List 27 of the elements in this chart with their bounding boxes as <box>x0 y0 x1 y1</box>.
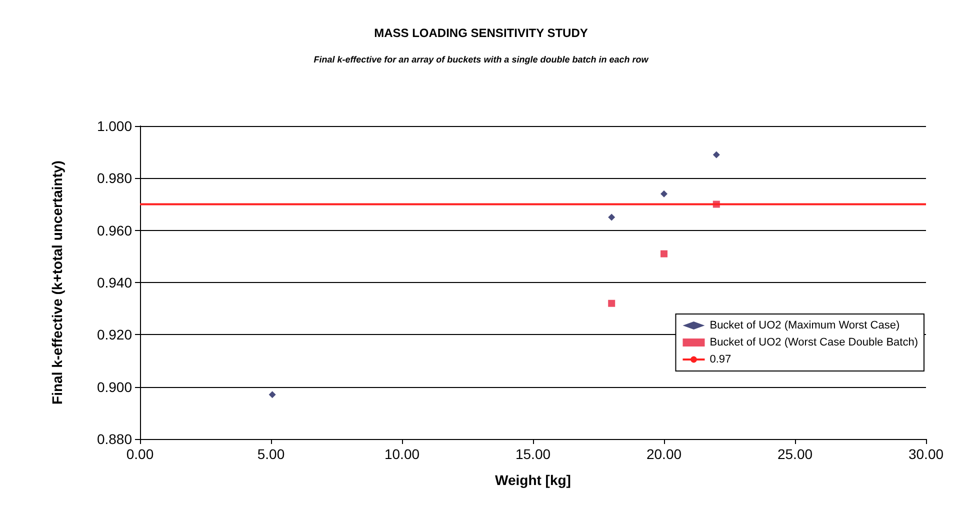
legend-label: Bucket of UO2 (Worst Case Double Batch) <box>710 336 918 348</box>
point <box>608 300 616 307</box>
y-tick-label: 0.920 <box>96 326 132 343</box>
x-axis-title: Weight [kg] <box>495 472 571 488</box>
y-tick-label: 0.980 <box>96 170 132 186</box>
legend-label: 0.97 <box>710 354 732 366</box>
y-tick-label: 0.940 <box>96 274 132 290</box>
x-tick-label: 10.00 <box>384 446 420 462</box>
y-tick-label: 1.000 <box>96 118 132 134</box>
y-axis-title: Final k-effective (k+total uncertainty) <box>49 160 65 404</box>
y-tick-label: 0.960 <box>96 222 132 238</box>
point <box>660 190 668 198</box>
x-tick-label: 5.00 <box>257 446 285 462</box>
x-tick-label: 25.00 <box>777 446 813 462</box>
y-tick-label: 0.880 <box>96 431 132 447</box>
point <box>608 214 616 221</box>
x-tick-label: 15.00 <box>515 446 551 462</box>
x-tick-label: 20.00 <box>646 446 682 462</box>
point <box>660 250 668 258</box>
y-tick-label: 0.900 <box>96 378 132 395</box>
point <box>268 391 276 398</box>
x-tick-label: 0.00 <box>126 446 154 462</box>
chart-subtitle: Final k-effective for an array of buckets with a single double batch in each row <box>314 54 650 64</box>
legend-label: Bucket of UO2 (Maximum Worst Case) <box>710 320 900 332</box>
point <box>712 151 720 158</box>
x-tick-label: 30.00 <box>908 446 944 462</box>
chart-title: MASS LOADING SENSITIVITY STUDY <box>374 26 588 40</box>
